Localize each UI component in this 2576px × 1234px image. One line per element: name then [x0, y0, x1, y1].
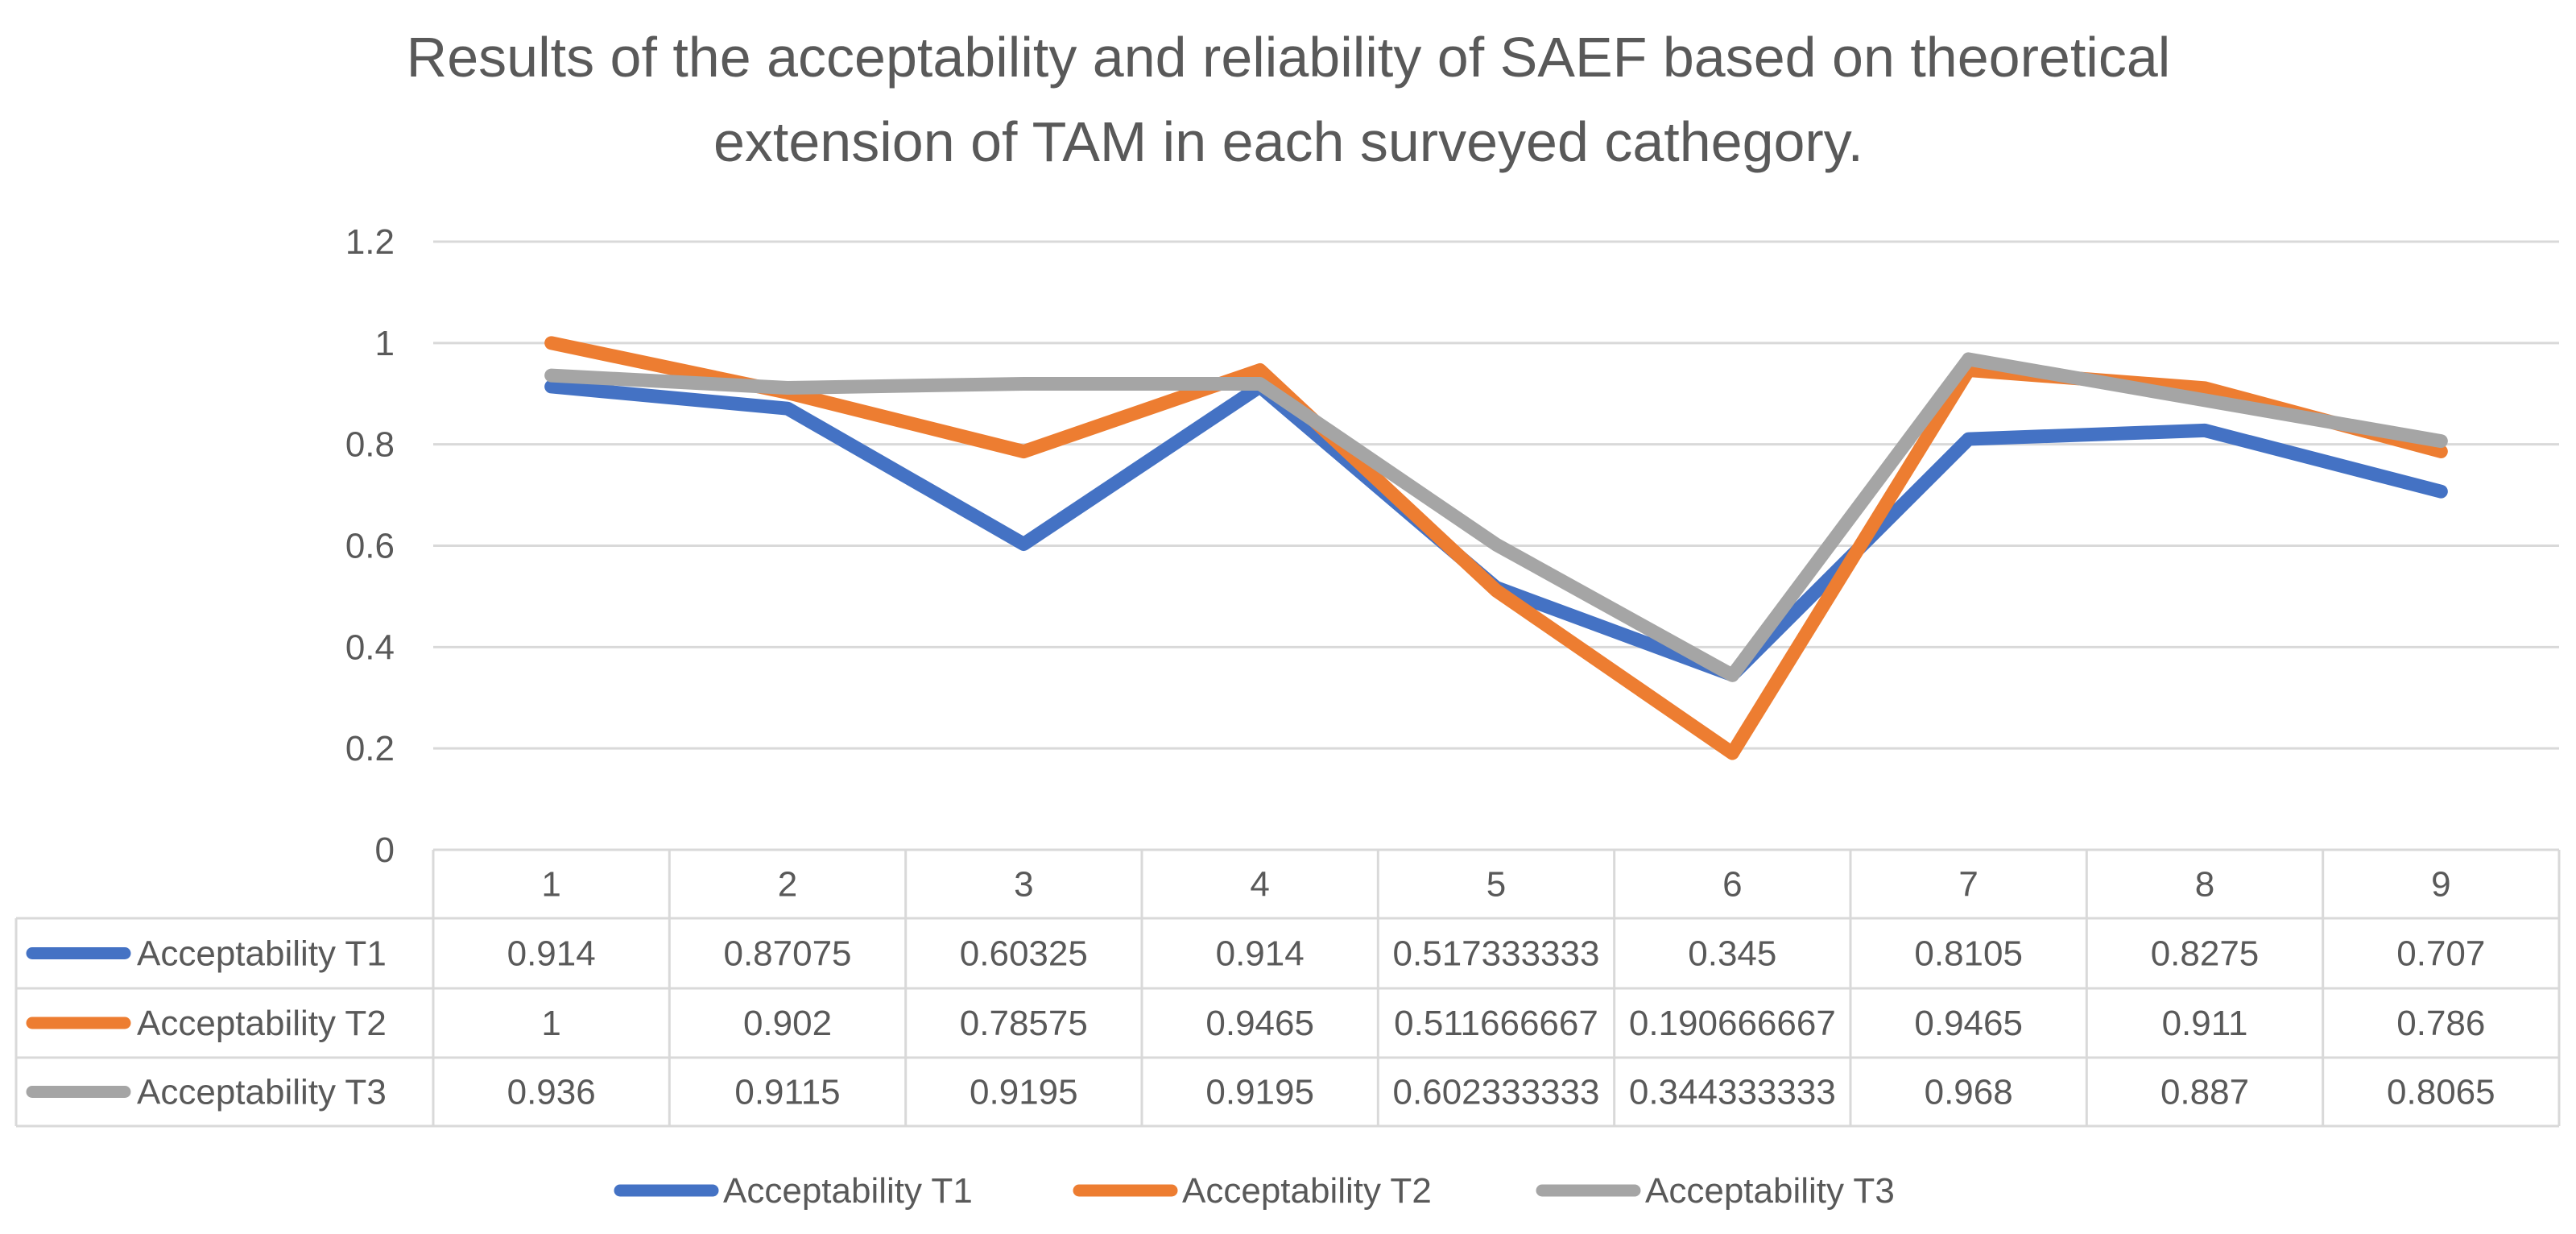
data-label: 0.911 [2162, 1004, 2248, 1043]
category-label: 9 [2431, 865, 2450, 905]
data-label: 0.602333333 [1393, 1073, 1600, 1112]
data-label: 0.9195 [1205, 1073, 1314, 1112]
data-label: 0.87075 [723, 934, 851, 974]
data-label: 0.8105 [1914, 934, 2023, 974]
data-table: 1 2 3 4 5 6 7 8 9 Acceptability T1 0.914 0.87075 0.6… [14, 848, 2561, 1128]
data-label: 0.887 [2160, 1073, 2249, 1112]
chart-title: Results of the acceptability and reliabi… [407, 26, 2171, 173]
category-label: 7 [1958, 865, 1978, 905]
series-lines [544, 336, 2448, 760]
category-label: 6 [1722, 865, 1742, 905]
chart-title-line-2: extension of TAM in each surveyed catheg… [713, 110, 1863, 173]
table-series-name: Acceptability T2 [137, 1004, 387, 1043]
data-label: 0.914 [1216, 934, 1305, 974]
y-tick-label: 0 [375, 830, 395, 870]
data-label: 0.902 [743, 1004, 832, 1043]
data-label: 0.914 [507, 934, 596, 974]
data-label: 0.786 [2396, 1004, 2485, 1043]
legend-label: Acceptability T2 [1182, 1171, 1432, 1211]
y-tick-label: 1.2 [345, 222, 395, 262]
y-tick-label: 1 [375, 324, 395, 363]
table-series-name: Acceptability T1 [137, 934, 387, 974]
legend: Acceptability T1 Acceptability T2 Acceptab… [614, 1171, 1895, 1211]
category-label: 5 [1486, 865, 1506, 905]
y-tick-label: 0.6 [345, 527, 395, 566]
y-tick-label: 0.4 [345, 627, 395, 667]
table-series-name: Acceptability T3 [137, 1073, 387, 1112]
y-tick-label: 0.8 [345, 425, 395, 465]
data-label: 0.60325 [960, 934, 1088, 974]
data-label: 0.9195 [970, 1073, 1078, 1112]
data-label: 0.190666667 [1629, 1004, 1836, 1043]
series-line [544, 352, 2448, 682]
data-label: 0.9465 [1205, 1004, 1314, 1043]
data-label: 0.707 [2396, 934, 2485, 974]
data-label: 0.517333333 [1393, 934, 1600, 974]
data-label: 0.344333333 [1629, 1073, 1836, 1112]
data-label: 1 [541, 1004, 560, 1043]
chart-title-line-1: Results of the acceptability and reliabi… [407, 26, 2171, 89]
data-label: 0.8065 [2387, 1073, 2495, 1112]
legend-label: Acceptability T1 [723, 1171, 973, 1211]
data-label: 0.9115 [734, 1073, 840, 1112]
legend-label: Acceptability T3 [1645, 1171, 1895, 1211]
y-tick-label: 0.2 [345, 729, 395, 768]
y-axis-ticks: 0 0.2 0.4 0.6 0.8 1 1.2 [345, 222, 395, 870]
category-label: 3 [1014, 865, 1033, 905]
category-label: 8 [2195, 865, 2214, 905]
data-label: 0.936 [507, 1073, 596, 1112]
data-label: 0.511666667 [1394, 1004, 1598, 1043]
data-label: 0.9465 [1914, 1004, 2023, 1043]
data-label: 0.78575 [960, 1004, 1088, 1043]
category-label: 1 [541, 865, 560, 905]
data-label: 0.968 [1925, 1073, 2013, 1112]
category-label: 4 [1250, 865, 1269, 905]
category-label: 2 [778, 865, 797, 905]
data-label: 0.345 [1688, 934, 1776, 974]
data-label: 0.8275 [2151, 934, 2260, 974]
